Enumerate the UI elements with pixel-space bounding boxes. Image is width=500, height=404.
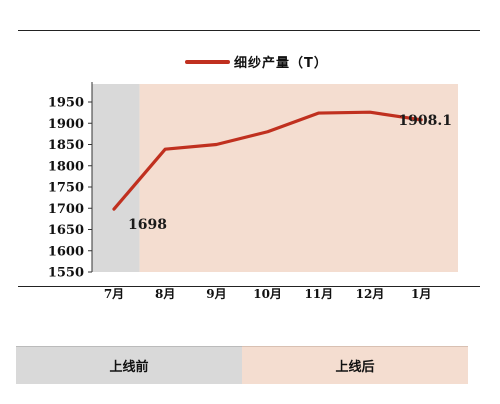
shaded-regions xyxy=(92,84,458,272)
y-axis: 1950 1900 1850 1800 1750 1700 1650 1600 1550 xyxy=(48,82,93,281)
shaded-region-after xyxy=(139,84,458,272)
line-chart: 1950 1900 1850 1800 1750 1700 1650 1600 1550 7月 8… xyxy=(48,55,458,300)
phase-band-row: 上线前 上线后 xyxy=(16,346,500,384)
y-tick-label: 1550 xyxy=(48,266,84,281)
x-tick-label: 1月 xyxy=(411,287,431,300)
x-axis-labels: 7月 8月 9月 10月 11月 12月 1月 xyxy=(104,287,432,300)
data-label: 1698 xyxy=(128,217,167,233)
x-tick-label: 7月 xyxy=(104,287,124,300)
y-tick-label: 1950 xyxy=(48,96,84,111)
before-launch-band: 上线前 xyxy=(16,346,242,384)
legend: 细纱产量（T） xyxy=(185,55,328,71)
y-tick-label: 1800 xyxy=(48,159,84,174)
y-tick-label: 1900 xyxy=(48,117,84,132)
bottom-rule xyxy=(18,286,480,287)
data-labels: 1698 1908.1 xyxy=(128,113,452,233)
y-tick-label: 1850 xyxy=(48,138,84,153)
y-tick-label: 1600 xyxy=(48,244,84,259)
x-tick-label: 8月 xyxy=(155,287,175,300)
series-layer xyxy=(112,110,423,211)
x-tick-label: 10月 xyxy=(253,287,282,300)
y-tick-label: 1650 xyxy=(48,223,84,238)
x-tick-label: 12月 xyxy=(356,287,385,300)
data-label: 1908.1 xyxy=(398,113,452,129)
legend-label: 细纱产量（T） xyxy=(234,55,328,71)
x-tick-label: 9月 xyxy=(206,287,226,300)
y-tick-label: 1750 xyxy=(48,181,84,196)
after-launch-band: 上线后 xyxy=(242,346,468,384)
x-tick-label: 11月 xyxy=(304,287,333,300)
y-tick-label: 1700 xyxy=(48,202,84,217)
shaded-region-before xyxy=(92,84,140,272)
top-rule xyxy=(18,30,480,31)
